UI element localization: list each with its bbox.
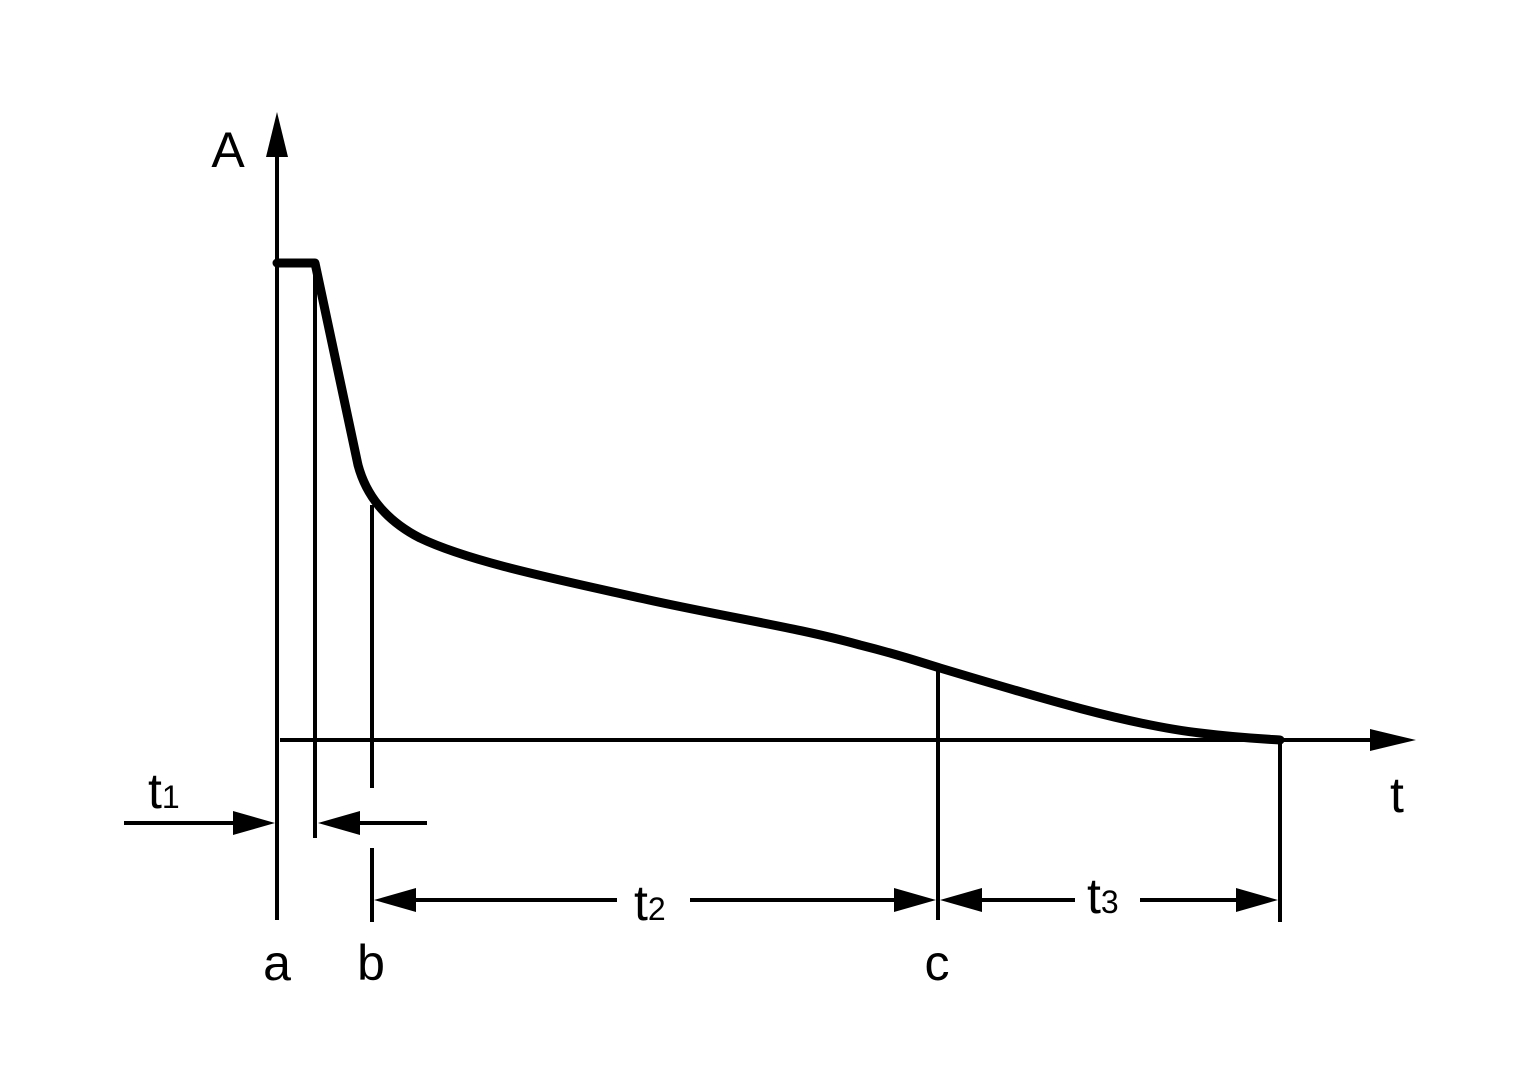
y-axis-arrowhead: [266, 112, 288, 157]
x-axis-label: t: [1390, 767, 1404, 823]
t3-arrowhead-left: [940, 888, 982, 912]
interval-label-t2: t2: [634, 875, 666, 931]
t2-arrowhead-right: [894, 888, 936, 912]
point-label-a: a: [263, 935, 291, 991]
amplitude-curve: [272, 258, 1285, 745]
t1-left-arrowhead: [233, 811, 275, 835]
interval-label-t1: t1: [148, 763, 180, 819]
point-label-c: c: [925, 935, 950, 991]
t2-arrowhead-left: [374, 888, 416, 912]
interval-label-t3: t3: [1087, 868, 1119, 924]
point-label-b: b: [357, 935, 385, 991]
x-axis-arrowhead: [1370, 729, 1416, 751]
t3-arrowhead-right: [1236, 888, 1278, 912]
y-axis-label: A: [211, 122, 245, 178]
t1-right-arrowhead: [318, 811, 360, 835]
